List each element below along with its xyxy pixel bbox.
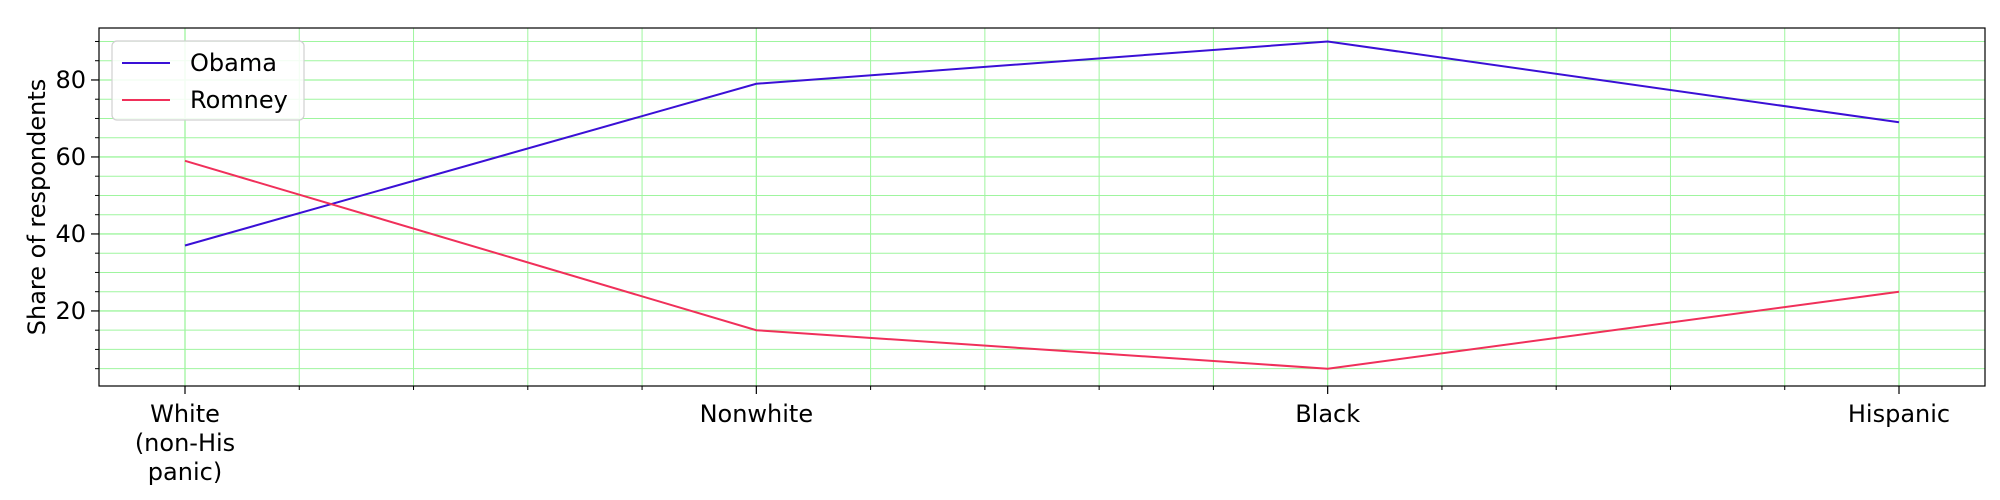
legend-label-obama: Obama xyxy=(190,49,277,77)
x-axis-ticks: White (non-His panic) Nonwhite Black Hispanic xyxy=(135,386,1950,486)
x-tick-label: Nonwhite xyxy=(700,400,814,428)
legend-label-romney: Romney xyxy=(190,86,288,114)
x-tick-label: Hispanic xyxy=(1848,400,1950,428)
plot-frame xyxy=(98,27,1986,387)
minor-grid xyxy=(99,28,1985,386)
major-grid xyxy=(99,28,1985,386)
y-tick-label: 40 xyxy=(55,220,86,248)
x-tick-label: Black xyxy=(1295,400,1360,428)
series-line-romney xyxy=(184,159,1900,370)
legend: Obama Romney xyxy=(111,40,305,121)
y-tick-label: 60 xyxy=(55,143,86,171)
y-tick-label: 80 xyxy=(55,66,86,94)
series-line-obama xyxy=(184,40,1900,247)
y-axis-ticks: 20 40 60 80 xyxy=(55,40,99,370)
y-tick-label: 20 xyxy=(55,297,86,325)
series-lines xyxy=(184,40,1900,370)
y-axis-title: Share of respondents xyxy=(23,79,51,336)
x-tick-label: White (non-His panic) xyxy=(135,400,235,486)
